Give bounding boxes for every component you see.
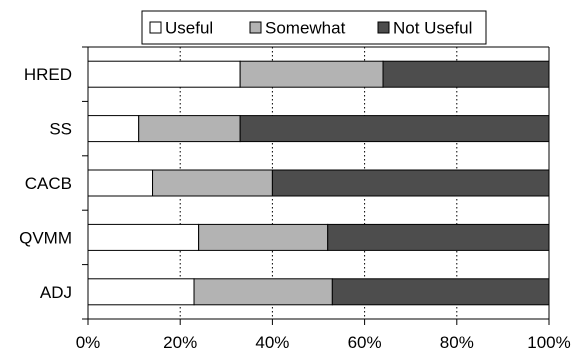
bar-not-useful: [382, 60, 550, 88]
bar-useful: [87, 115, 140, 143]
category-labels: HRED SS CACB QVMM ADJ: [19, 65, 72, 302]
bar-not-useful: [331, 278, 550, 306]
legend-label: Not Useful: [393, 19, 472, 38]
x-tick-label: 80%: [440, 333, 474, 352]
bar-somewhat: [193, 278, 333, 306]
x-tick-label: 40%: [255, 333, 289, 352]
bar-not-useful: [271, 169, 550, 197]
x-tick-label: 60%: [348, 333, 382, 352]
bar-somewhat: [138, 115, 241, 143]
category-label: HRED: [24, 65, 72, 84]
x-tick-labels: 0% 20% 40% 60% 80% 100%: [76, 333, 571, 352]
category-label: QVMM: [19, 228, 72, 247]
legend-box: [141, 10, 487, 45]
category-label: SS: [49, 120, 72, 139]
bar-somewhat: [152, 169, 273, 197]
legend-label: Somewhat: [265, 19, 346, 38]
bar-useful: [87, 169, 154, 197]
bar-useful: [87, 60, 241, 88]
legend-swatch: [249, 21, 262, 34]
axes: [82, 46, 550, 325]
bar-not-useful: [239, 115, 550, 143]
legend-swatch: [149, 21, 162, 34]
legend: Useful Somewhat Not Useful: [141, 10, 487, 45]
bar-useful: [87, 278, 195, 306]
category-label: CACB: [25, 174, 72, 193]
category-label: ADJ: [40, 283, 72, 302]
legend-swatch: [377, 21, 390, 34]
bar-useful: [87, 223, 200, 251]
bar-somewhat: [239, 60, 384, 88]
bars: [87, 60, 550, 306]
x-tick-label: 100%: [527, 333, 570, 352]
bar-somewhat: [198, 223, 329, 251]
x-tick-label: 20%: [163, 333, 197, 352]
bar-not-useful: [327, 223, 550, 251]
legend-label: Useful: [165, 19, 213, 38]
x-tick-label: 0%: [76, 333, 101, 352]
